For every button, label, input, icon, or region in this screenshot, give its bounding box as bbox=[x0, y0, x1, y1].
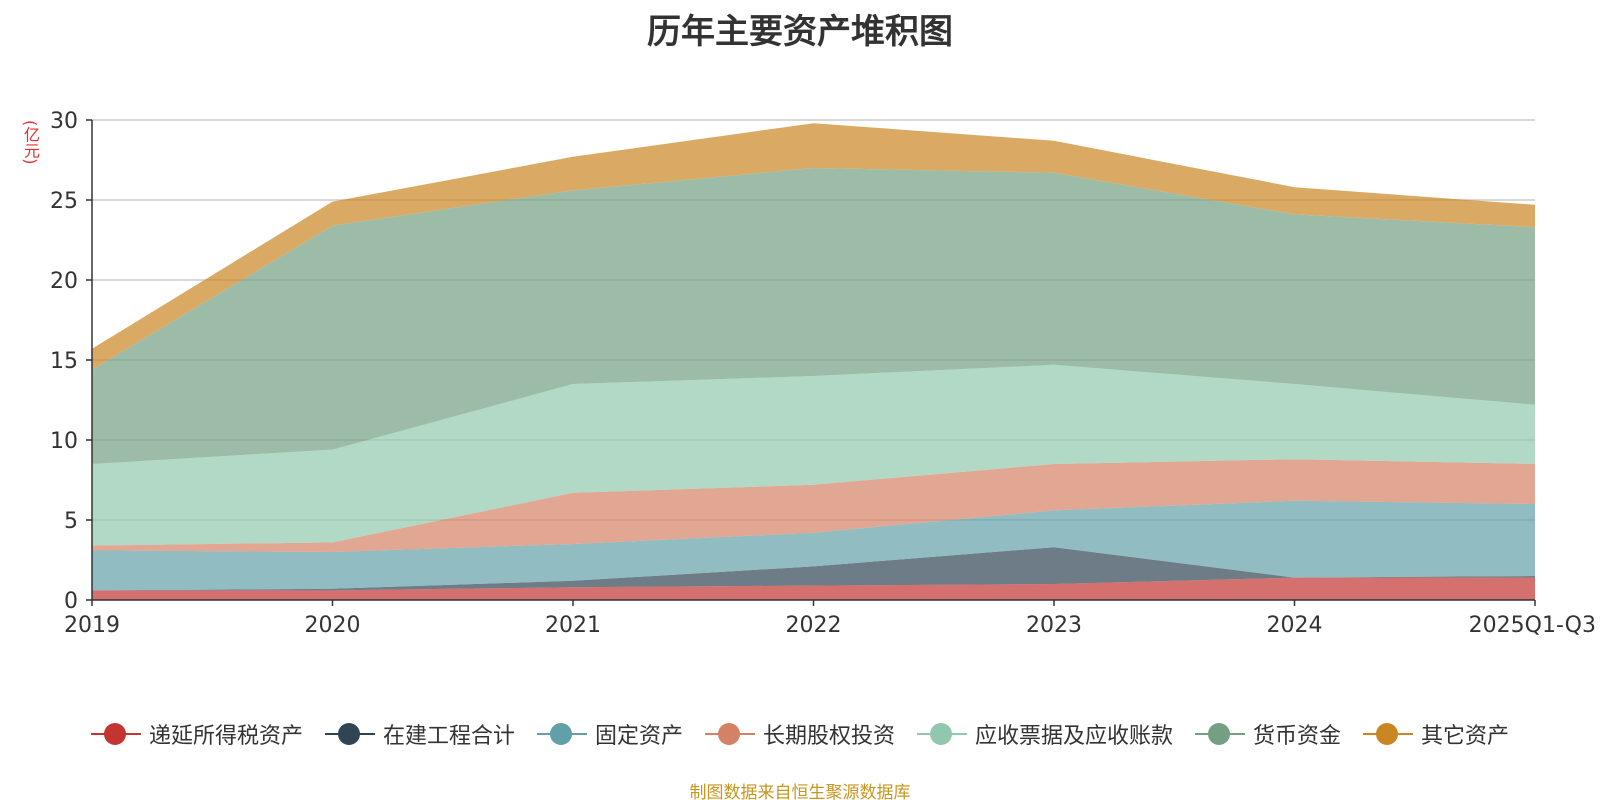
area-series-6 bbox=[92, 123, 1535, 370]
legend-marker-icon bbox=[90, 722, 141, 746]
area-series-2 bbox=[92, 500, 1535, 591]
legend-item-6[interactable]: 其它资产 bbox=[1363, 718, 1509, 750]
x-tick-label-3: 2022 bbox=[786, 613, 842, 638]
y-tick-label-3: 15 bbox=[50, 349, 78, 374]
legend-label: 应收票据及应收账款 bbox=[975, 724, 1174, 749]
legend-label: 递延所得税资产 bbox=[148, 724, 303, 749]
legend-marker-icon bbox=[704, 722, 755, 746]
legend-label: 长期股权投资 bbox=[762, 724, 895, 749]
x-tick-label-0: 2019 bbox=[64, 613, 120, 638]
area-series-5 bbox=[92, 168, 1535, 464]
area-series-1 bbox=[92, 547, 1535, 591]
legend-label: 其它资产 bbox=[1421, 724, 1510, 749]
legend-marker-icon bbox=[536, 722, 587, 746]
area-series-3 bbox=[92, 459, 1535, 552]
x-tick-label-4: 2023 bbox=[1026, 613, 1082, 638]
legend-item-3[interactable]: 长期股权投资 bbox=[704, 718, 895, 750]
y-tick-label-0: 0 bbox=[64, 589, 78, 614]
legend-marker-icon bbox=[917, 722, 967, 746]
source-note: 制图数据来自恒生聚源数据库 bbox=[689, 783, 911, 800]
legend-label: 固定资产 bbox=[594, 724, 683, 749]
x-tick-label-6: 2025Q1-Q3 bbox=[1469, 613, 1596, 638]
y-tick-label-2: 10 bbox=[50, 429, 78, 454]
x-tick-label-5: 2024 bbox=[1267, 613, 1323, 638]
legend-label: 在建工程合计 bbox=[382, 724, 515, 749]
area-series bbox=[92, 123, 1535, 600]
y-axis-unit: (亿元) bbox=[21, 120, 40, 165]
legend-item-2[interactable]: 固定资产 bbox=[536, 718, 683, 750]
legend-item-4[interactable]: 应收票据及应收账款 bbox=[917, 718, 1173, 750]
legend-marker-icon bbox=[324, 722, 375, 746]
legend-marker-icon bbox=[1363, 722, 1414, 746]
legend-item-5[interactable]: 货币资金 bbox=[1195, 718, 1341, 750]
x-tick-label-1: 2020 bbox=[305, 613, 361, 638]
area-series-4 bbox=[92, 364, 1535, 546]
y-tick-label-4: 20 bbox=[50, 269, 78, 294]
stacked-area-chart: 0 5 10 15 20 25 30 2019 2020 2021 2022 2023 2024 2025… bbox=[50, 109, 1596, 638]
y-tick-label-1: 5 bbox=[64, 509, 78, 534]
x-tick-label-2: 2021 bbox=[545, 613, 601, 638]
legend: 递延所得税资产 在建工程合计 固定资产 长期股权投资 应收票据及应收账款 货币资金 其它资产 bbox=[0, 718, 1600, 750]
y-tick-label-5: 25 bbox=[50, 189, 78, 214]
y-tick-label-6: 30 bbox=[50, 109, 78, 134]
area-series-0 bbox=[92, 577, 1535, 600]
legend-label: 货币资金 bbox=[1253, 724, 1342, 749]
legend-item-1[interactable]: 在建工程合计 bbox=[324, 718, 515, 750]
chart-title: 历年主要资产堆积图 bbox=[647, 12, 953, 52]
legend-marker-icon bbox=[1195, 722, 1246, 746]
axes: 0 5 10 15 20 25 30 2019 2020 2021 2022 2023 2024 2025… bbox=[50, 109, 1596, 638]
legend-item-0[interactable]: 递延所得税资产 bbox=[90, 718, 303, 750]
